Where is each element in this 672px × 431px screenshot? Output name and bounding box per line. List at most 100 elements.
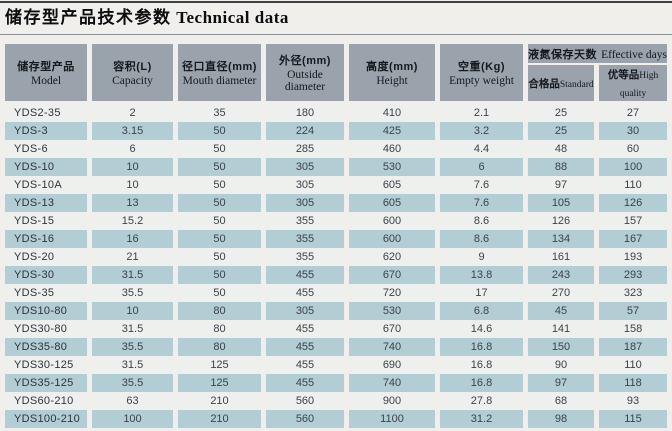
value-cell: 110	[599, 356, 668, 374]
table-row: YDS-20 21 50 355 620 9 161 193	[5, 248, 668, 266]
value-cell: 50	[178, 140, 261, 158]
model-cell: YDS-16	[5, 230, 87, 248]
model-cell: YDS-20	[5, 248, 87, 266]
model-cell: YDS2-35	[5, 104, 87, 122]
value-cell: 193	[599, 248, 668, 266]
value-cell: 8.6	[440, 230, 523, 248]
value-cell: 50	[178, 230, 261, 248]
table-row: YDS-10A 10 50 305 605 7.6 97 110	[5, 176, 668, 194]
column-header-high-quality: 优等品High quality	[599, 65, 668, 104]
value-cell: 126	[528, 212, 594, 230]
value-cell: 210	[178, 410, 261, 428]
value-cell: 270	[528, 284, 594, 302]
model-cell: YDS10-80	[5, 302, 87, 320]
value-cell: 410	[349, 104, 435, 122]
value-cell: 1100	[349, 410, 435, 428]
value-cell: 900	[349, 392, 435, 410]
value-cell: 180	[266, 104, 344, 122]
model-cell: YDS100-210	[5, 410, 87, 428]
model-cell: YDS-15	[5, 212, 87, 230]
value-cell: 50	[178, 122, 261, 140]
value-cell: 118	[599, 374, 668, 392]
value-cell: 10	[92, 158, 173, 176]
value-cell: 31.2	[440, 410, 523, 428]
page-title: 储存型产品技术参数 Technical data	[5, 6, 672, 30]
value-cell: 6.8	[440, 302, 523, 320]
model-cell: YDS-3	[5, 122, 87, 140]
value-cell: 13	[92, 194, 173, 212]
value-cell: 35	[178, 104, 261, 122]
value-cell: 134	[528, 230, 594, 248]
column-header-ln2-storage-days-zh: 液氮保存天数	[528, 48, 598, 61]
value-cell: 50	[178, 248, 261, 266]
value-cell: 620	[349, 248, 435, 266]
value-cell: 157	[599, 212, 668, 230]
value-cell: 605	[349, 194, 435, 212]
column-header-outside-diameter: 外径(mm) Outside diameter	[266, 44, 344, 104]
value-cell: 455	[266, 338, 344, 356]
value-cell: 305	[266, 158, 344, 176]
value-cell: 3.2	[440, 122, 523, 140]
value-cell: 425	[349, 122, 435, 140]
model-cell: YDS-35	[5, 284, 87, 302]
value-cell: 455	[266, 320, 344, 338]
value-cell: 6	[92, 140, 173, 158]
model-cell: YDS30-125	[5, 356, 87, 374]
value-cell: 600	[349, 230, 435, 248]
model-cell: YDS35-80	[5, 338, 87, 356]
value-cell: 4.4	[440, 140, 523, 158]
title-underline	[0, 34, 672, 35]
model-cell: YDS-13	[5, 194, 87, 212]
value-cell: 25	[528, 122, 594, 140]
value-cell: 210	[178, 392, 261, 410]
table-row: YDS10-80 10 80 305 530 6.8 45 57	[5, 302, 668, 320]
value-cell: 35.5	[92, 374, 173, 392]
value-cell: 243	[528, 266, 594, 284]
value-cell: 670	[349, 320, 435, 338]
value-cell: 16	[92, 230, 173, 248]
value-cell: 460	[349, 140, 435, 158]
value-cell: 355	[266, 248, 344, 266]
column-header-height-en: Height	[376, 75, 408, 87]
value-cell: 97	[528, 374, 594, 392]
value-cell: 16.8	[440, 338, 523, 356]
value-cell: 125	[178, 356, 261, 374]
value-cell: 21	[92, 248, 173, 266]
table-row: YDS100-210 100 210 560 1100 31.2 98 115	[5, 410, 668, 428]
value-cell: 30	[599, 122, 668, 140]
column-header-empty-weight-zh: 空重(Kg)	[458, 61, 505, 73]
column-header-model-zh: 储存型产品	[17, 61, 75, 73]
value-cell: 530	[349, 302, 435, 320]
table-row: YDS35-125 35.5 125 455 740 16.8 97 118	[5, 374, 668, 392]
value-cell: 17	[440, 284, 523, 302]
value-cell: 740	[349, 374, 435, 392]
page-title-chinese: 储存型产品技术参数	[5, 8, 172, 27]
column-header-ln2-storage-days: 液氮保存天数 Effective days	[528, 44, 668, 65]
table-body: YDS2-35 2 35 180 410 2.1 25 27 YDS-3 3.15 50 224 425…	[5, 104, 668, 428]
value-cell: 7.6	[440, 176, 523, 194]
value-cell: 8.6	[440, 212, 523, 230]
table-row: YDS35-80 35.5 80 455 740 16.8 150 187	[5, 338, 668, 356]
column-header-model-en: Model	[30, 75, 62, 87]
value-cell: 80	[178, 320, 261, 338]
value-cell: 187	[599, 338, 668, 356]
value-cell: 285	[266, 140, 344, 158]
value-cell: 80	[178, 338, 261, 356]
value-cell: 110	[599, 176, 668, 194]
value-cell: 27	[599, 104, 668, 122]
column-header-outside-diameter-zh: 外径(mm)	[279, 55, 331, 67]
table-row: YDS-3 3.15 50 224 425 3.2 25 30	[5, 122, 668, 140]
value-cell: 57	[599, 302, 668, 320]
value-cell: 100	[92, 410, 173, 428]
model-cell: YDS35-125	[5, 374, 87, 392]
value-cell: 35.5	[92, 338, 173, 356]
column-header-capacity-zh: 容积(L)	[113, 61, 152, 73]
value-cell: 3.15	[92, 122, 173, 140]
value-cell: 14.6	[440, 320, 523, 338]
value-cell: 50	[178, 176, 261, 194]
value-cell: 60	[599, 140, 668, 158]
value-cell: 560	[266, 410, 344, 428]
value-cell: 105	[528, 194, 594, 212]
value-cell: 31.5	[92, 266, 173, 284]
model-cell: YDS60-210	[5, 392, 87, 410]
